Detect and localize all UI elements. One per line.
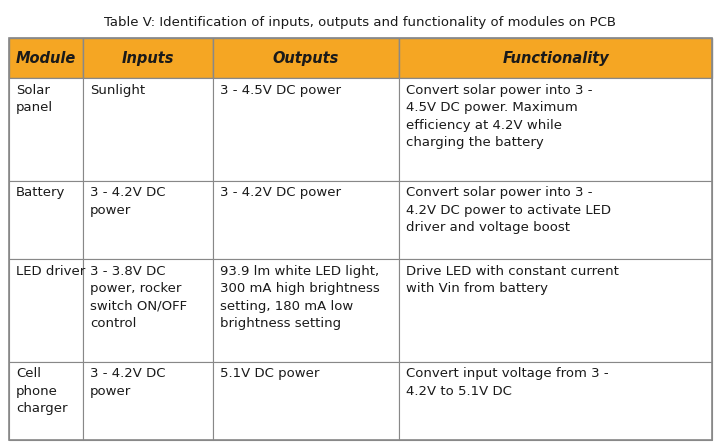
Text: 3 - 4.2V DC
power: 3 - 4.2V DC power: [89, 367, 165, 398]
Bar: [82, 362, 213, 440]
Bar: [9, 362, 82, 440]
Text: Module: Module: [15, 51, 76, 66]
Text: 5.1V DC power: 5.1V DC power: [220, 367, 319, 380]
Text: Inputs: Inputs: [121, 51, 174, 66]
Text: Sunlight: Sunlight: [89, 84, 145, 97]
Text: 3 - 4.2V DC
power: 3 - 4.2V DC power: [89, 186, 165, 217]
Bar: [399, 259, 712, 362]
Bar: [9, 259, 82, 362]
Text: 3 - 4.2V DC power: 3 - 4.2V DC power: [220, 186, 341, 199]
Bar: [213, 78, 399, 181]
Bar: [82, 259, 213, 362]
Bar: [213, 362, 399, 440]
Bar: [9, 181, 82, 259]
Text: 3 - 3.8V DC
power, rocker
switch ON/OFF
control: 3 - 3.8V DC power, rocker switch ON/OFF …: [89, 265, 187, 330]
Bar: [399, 78, 712, 181]
Text: Table V: Identification of inputs, outputs and functionality of modules on PCB: Table V: Identification of inputs, outpu…: [105, 16, 616, 29]
Text: Outputs: Outputs: [273, 51, 339, 66]
Text: Convert input voltage from 3 -
4.2V to 5.1V DC: Convert input voltage from 3 - 4.2V to 5…: [407, 367, 609, 398]
Text: 93.9 lm white LED light,
300 mA high brightness
setting, 180 mA low
brightness s: 93.9 lm white LED light, 300 mA high bri…: [220, 265, 380, 330]
Bar: [399, 181, 712, 259]
Text: Convert solar power into 3 -
4.2V DC power to activate LED
driver and voltage bo: Convert solar power into 3 - 4.2V DC pow…: [407, 186, 611, 234]
Bar: [9, 38, 82, 78]
Text: Drive LED with constant current
with Vin from battery: Drive LED with constant current with Vin…: [407, 265, 619, 295]
Text: Convert solar power into 3 -
4.5V DC power. Maximum
efficiency at 4.2V while
cha: Convert solar power into 3 - 4.5V DC pow…: [407, 84, 593, 149]
Text: LED driver: LED driver: [16, 265, 85, 278]
Bar: [213, 38, 399, 78]
Bar: [9, 78, 82, 181]
Text: 3 - 4.5V DC power: 3 - 4.5V DC power: [220, 84, 341, 97]
Bar: [82, 78, 213, 181]
Text: Solar
panel: Solar panel: [16, 84, 53, 114]
Bar: [82, 181, 213, 259]
Bar: [399, 362, 712, 440]
Bar: [213, 259, 399, 362]
Bar: [213, 181, 399, 259]
Text: Battery: Battery: [16, 186, 65, 199]
Bar: [399, 38, 712, 78]
Bar: [82, 38, 213, 78]
Text: Cell
phone
charger: Cell phone charger: [16, 367, 67, 415]
Text: Functionality: Functionality: [503, 51, 609, 66]
